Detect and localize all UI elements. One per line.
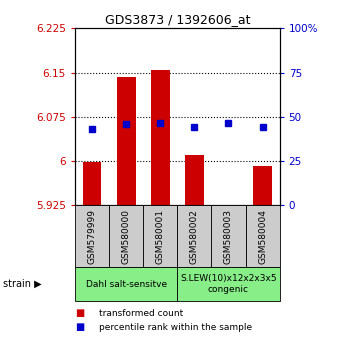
Text: ■: ■ xyxy=(75,322,84,332)
Text: GSM580000: GSM580000 xyxy=(122,209,131,264)
Text: percentile rank within the sample: percentile rank within the sample xyxy=(99,323,252,332)
Bar xyxy=(185,155,204,205)
Text: Dahl salt-sensitve: Dahl salt-sensitve xyxy=(86,280,167,289)
Bar xyxy=(151,70,169,205)
Text: transformed count: transformed count xyxy=(99,309,183,318)
Text: strain ▶: strain ▶ xyxy=(3,279,42,289)
Bar xyxy=(83,162,102,205)
Text: GSM580001: GSM580001 xyxy=(156,209,165,264)
Text: GSM580003: GSM580003 xyxy=(224,209,233,264)
Bar xyxy=(117,77,135,205)
Text: ■: ■ xyxy=(75,308,84,318)
Text: GSM580002: GSM580002 xyxy=(190,209,199,264)
Title: GDS3873 / 1392606_at: GDS3873 / 1392606_at xyxy=(105,13,250,26)
Text: GSM579999: GSM579999 xyxy=(88,209,97,264)
Bar xyxy=(253,166,272,205)
Text: S.LEW(10)x12x2x3x5
congenic: S.LEW(10)x12x2x3x5 congenic xyxy=(180,274,277,294)
Text: GSM580004: GSM580004 xyxy=(258,209,267,264)
